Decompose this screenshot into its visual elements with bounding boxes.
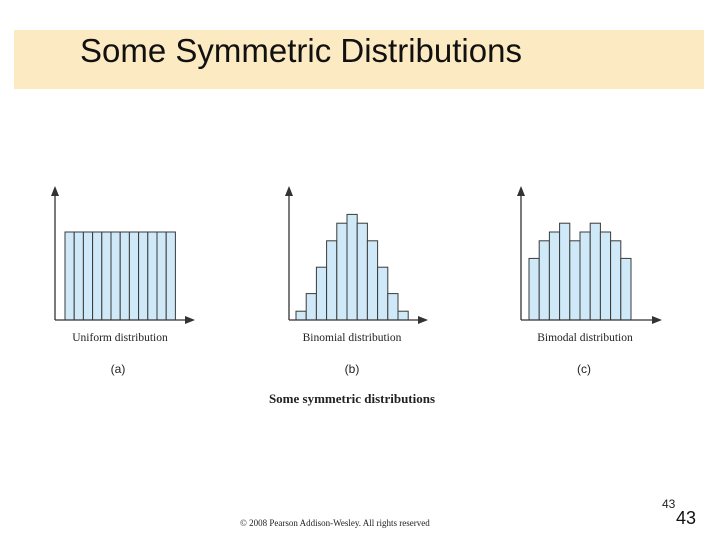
bar [387, 293, 399, 321]
figure-caption: Some symmetric distributions [269, 391, 435, 406]
bar [397, 310, 409, 321]
bar [366, 240, 379, 321]
bar [64, 231, 75, 321]
page-number-large: 43 [676, 508, 697, 528]
bar [548, 231, 561, 321]
bar [156, 231, 167, 321]
panel-label: (c) [577, 362, 591, 376]
panel-label: (a) [111, 362, 126, 376]
page-number-small: 43 [662, 497, 676, 511]
bar [82, 231, 94, 321]
bar [101, 231, 112, 321]
bar [356, 222, 368, 321]
copyright-footer: © 2008 Pearson Addison-Wesley. All right… [240, 518, 430, 528]
bar [579, 231, 591, 321]
chart-panel-1: Uniform distribution (a) [51, 186, 195, 376]
bar [128, 231, 140, 321]
bar [620, 257, 632, 321]
x-axis-label: Binomial distribution [303, 332, 402, 344]
bar [528, 257, 540, 321]
bar [589, 222, 601, 321]
bar [73, 231, 84, 321]
chart-panel-2: Binomial distribution (b) [285, 186, 428, 376]
bar [599, 231, 612, 321]
bar [559, 222, 571, 321]
x-axis-label: Bimodal distribution [537, 332, 633, 344]
bar [377, 266, 389, 321]
title-band: Some Symmetric Distributions [14, 30, 704, 89]
x-axis-label: Uniform distribution [72, 332, 168, 344]
bar [305, 293, 317, 321]
panel-label: (b) [345, 362, 360, 376]
bar [295, 310, 307, 321]
bar [110, 231, 121, 321]
bar [569, 240, 581, 321]
chart-panel-3: Bimodal distribution (c) [517, 186, 662, 376]
bar [326, 240, 338, 321]
bar [138, 231, 149, 321]
bar [336, 222, 348, 321]
slide-title: Some Symmetric Distributions [80, 32, 522, 69]
bar [346, 213, 358, 321]
bar [315, 266, 328, 321]
bar [92, 231, 103, 321]
bar [147, 231, 158, 321]
bar [119, 231, 130, 321]
bar [165, 231, 176, 321]
bar [610, 240, 622, 321]
bar [538, 240, 550, 321]
